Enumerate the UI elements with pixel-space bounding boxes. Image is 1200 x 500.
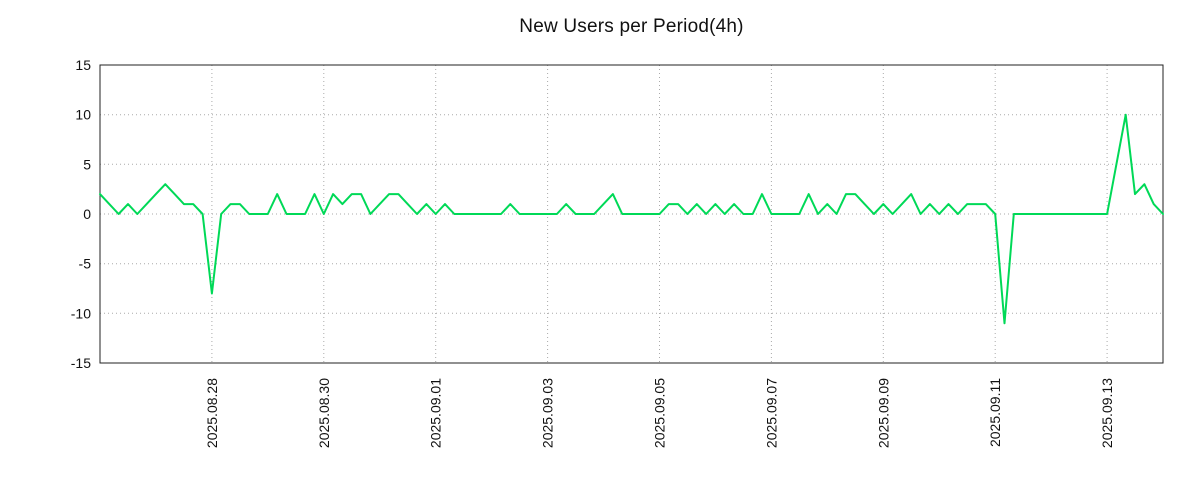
x-tick-label: 2025.09.07 <box>763 378 779 448</box>
x-tick-label: 2025.09.13 <box>1099 378 1115 448</box>
y-tick-label: -10 <box>71 305 91 321</box>
x-tick-label: 2025.09.05 <box>652 378 668 448</box>
chart-title: New Users per Period(4h) <box>519 16 744 37</box>
x-tick-label: 2025.09.11 <box>987 378 1003 447</box>
series-line-new-users <box>99 113 1164 325</box>
y-tick-label: 15 <box>75 57 91 73</box>
y-tick-label: -15 <box>71 355 91 371</box>
y-tick-label: 5 <box>83 156 91 172</box>
x-tick-label: 2025.09.03 <box>540 378 556 448</box>
x-tick-label: 2025.08.28 <box>204 378 220 448</box>
y-tick-label: 10 <box>75 107 91 123</box>
y-tick-label: -5 <box>79 256 92 272</box>
y-tick-label: 0 <box>83 206 91 222</box>
x-tick-label: 2025.08.30 <box>316 378 332 448</box>
x-tick-label: 2025.09.01 <box>428 378 444 448</box>
x-tick-label: 2025.09.09 <box>875 378 891 448</box>
